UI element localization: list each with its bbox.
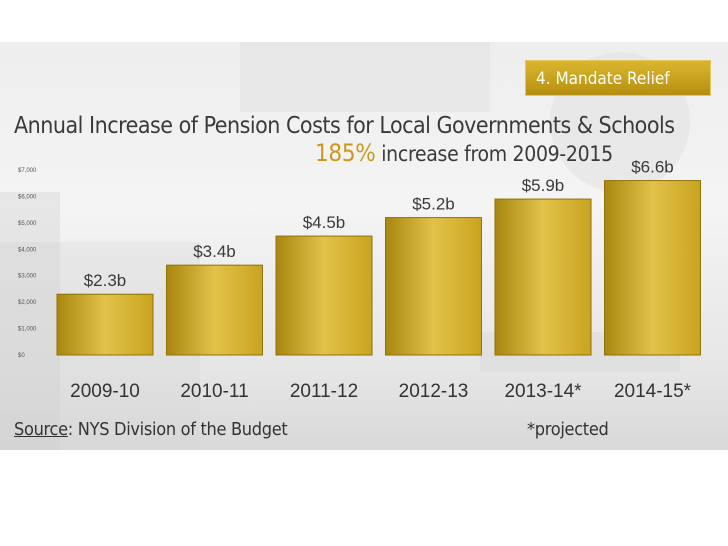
bar (604, 180, 701, 356)
bar (494, 198, 592, 356)
x-tick-label: 2009-10 (70, 381, 140, 402)
source-note: Source: NYS Division of the Budget (14, 419, 288, 440)
section-badge: 4. Mandate Relief (525, 60, 711, 96)
y-axis: $0 $1,000 $2,000 $3,000 $4,000 $5,000 $6,000 $7… (18, 168, 37, 359)
y-tick-label: $3,000 (18, 274, 37, 280)
subtitle-text: increase from 2009-2015 (381, 142, 613, 166)
y-tick-label: $6,000 (18, 194, 37, 200)
bar-value-label: $6.6b (631, 158, 674, 177)
subtitle-percent: 185% (315, 139, 376, 167)
bar (385, 217, 482, 356)
bar-value-label: $4.5b (303, 213, 346, 232)
y-tick-label: $0 (18, 353, 25, 359)
y-tick-label: $1,000 (18, 327, 37, 333)
projected-note: *projected (527, 419, 609, 440)
bar-chart: $0 $1,000 $2,000 $3,000 $4,000 $5,000 $6,000 $7… (18, 158, 701, 402)
bars: $2.3b $3.4b $4.5b $5.2b $5.9b $6.6b (56, 158, 701, 356)
chart-title: Annual Increase of Pension Costs for Loc… (14, 113, 675, 139)
x-tick-label: 2013-14* (504, 381, 582, 402)
bar-value-label: $3.4b (193, 242, 236, 261)
source-label: Source (14, 419, 68, 440)
y-tick-label: $4,000 (18, 247, 37, 253)
x-tick-label: 2011-12 (290, 381, 358, 402)
x-tick-label: 2014-15* (614, 381, 692, 402)
bar-value-label: $5.2b (412, 195, 455, 214)
bar (275, 235, 373, 356)
y-tick-label: $5,000 (18, 221, 37, 227)
bar-value-label: $5.9b (522, 176, 565, 195)
x-tick-label: 2010-11 (180, 381, 248, 402)
y-tick-label: $2,000 (18, 300, 37, 306)
bar-value-label: $2.3b (84, 271, 127, 290)
x-tick-label: 2012-13 (399, 381, 469, 402)
slide: 4. Mandate Relief Annual Increase of Pen… (0, 42, 728, 450)
bar (56, 293, 154, 356)
x-axis: 2009-10 2010-11 2011-12 2012-13 2013-14* 2014… (70, 381, 692, 402)
y-tick-label: $7,000 (18, 168, 37, 174)
bar (166, 264, 263, 356)
source-text: : NYS Division of the Budget (67, 419, 288, 440)
chart-subtitle: 185% increase from 2009-2015 (315, 139, 613, 167)
